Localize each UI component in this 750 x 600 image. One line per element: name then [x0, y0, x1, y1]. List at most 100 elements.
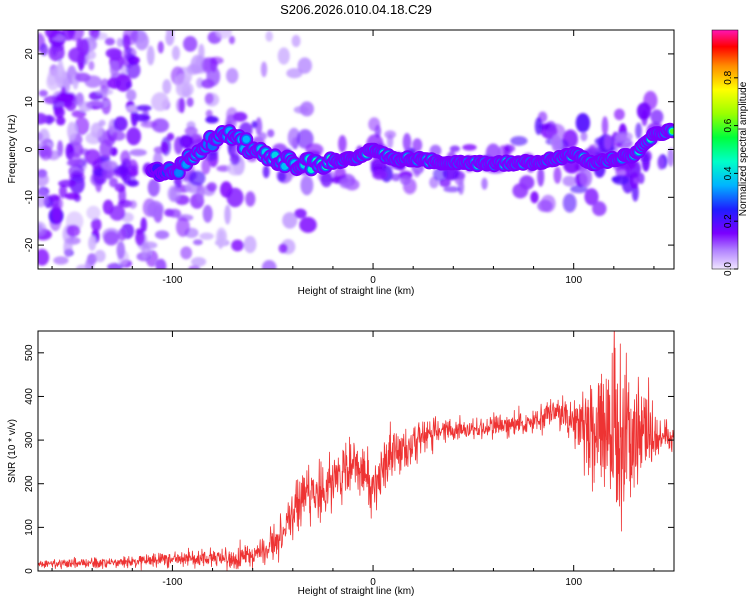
spectrogram-cell: [136, 104, 152, 112]
spectrogram-cell: [169, 187, 177, 202]
figure-title: S206.2026.010.04.18.C29: [280, 2, 432, 17]
spectrogram-cell: [78, 101, 93, 112]
spectrogram-cell: [291, 34, 301, 48]
spectrogram-cell: [40, 43, 48, 56]
spectrogram-cell: [109, 205, 126, 221]
spectrogram-cell: [204, 92, 214, 104]
y-tick-label: 500: [24, 344, 35, 361]
spectrogram-cell: [635, 122, 642, 139]
spectrogram-cells: [38, 30, 674, 269]
spectrogram-cell: [141, 241, 158, 249]
spectrogram-cell: [601, 116, 609, 136]
spectrogram-cell: [413, 169, 420, 178]
spectrogram-cell: [63, 237, 73, 258]
y-tick-label: 0: [24, 146, 35, 152]
spectrogram-cell: [251, 120, 258, 129]
spectrogram-cell: [299, 216, 317, 233]
y-tick-label: 300: [24, 431, 35, 448]
spectrogram-cell: [191, 257, 207, 267]
spectrogram-cell: [202, 204, 213, 223]
spectrogram-cell: [612, 175, 629, 185]
spectrogram-cell: [116, 241, 126, 260]
spectrogram-cell: [287, 127, 301, 148]
spectrogram-cell: [151, 118, 170, 133]
spectrogram-cell: [127, 179, 139, 187]
spectrogram-cell: [160, 141, 168, 154]
snr-series-line: [38, 331, 674, 571]
spectrogram-cell: [104, 37, 115, 46]
spectrogram-cell: [190, 54, 205, 74]
spectrogram-cell: [260, 61, 268, 78]
spectrogram-cell: [88, 60, 95, 71]
spectrogram-cell: [146, 45, 155, 66]
spectrogram-cell: [126, 89, 137, 101]
spectrogram-cell: [38, 248, 50, 266]
spectrogram-cell: [91, 218, 102, 232]
spectrogram-cell: [171, 45, 181, 61]
spectrogram-cell: [68, 164, 85, 179]
spectrogram-cell: [180, 246, 193, 260]
spectrogram-cell: [226, 67, 239, 84]
spectrogram-cell: [157, 41, 164, 54]
colorbar-tick-label: 0.6: [723, 118, 734, 132]
spectrogram-cell: [56, 116, 66, 126]
spectrogram-cell: [134, 32, 149, 51]
spectrogram-cell: [547, 123, 566, 141]
spectrogram-cell: [107, 262, 124, 269]
y-tick-label: 10: [24, 96, 35, 108]
spectrogram-cell: [245, 191, 256, 207]
spectrogram-cell: [205, 116, 219, 124]
spectrogram-x-axis-label: Height of straight line (km): [298, 286, 415, 297]
spectrogram-cell: [101, 160, 118, 171]
spectrogram-cell: [262, 165, 270, 179]
spectrogram-cell: [481, 177, 488, 190]
spectrogram-cell: [391, 173, 401, 182]
spectrogram-cell: [206, 182, 217, 192]
spectrogram-cell: [510, 136, 528, 146]
spectrogram-cell: [320, 171, 333, 188]
spectrogram-cell: [125, 53, 135, 62]
colorbar-tick-label: 0.2: [723, 214, 734, 228]
spectrogram-cell: [113, 116, 128, 132]
spectrogram-cell: [48, 194, 61, 201]
x-tick-label: 100: [565, 577, 582, 588]
spectrogram-cell: [205, 109, 213, 118]
spectrogram-cell: [584, 188, 599, 206]
spectrogram-cell: [57, 59, 64, 78]
spectrogram-cell: [562, 175, 577, 187]
spectrogram-cell: [519, 175, 535, 190]
spectrogram-cell: [201, 78, 215, 89]
spectrogram-cell: [162, 79, 172, 95]
spectrogram-cell: [443, 186, 461, 193]
spectrogram-cell: [74, 117, 90, 135]
spectrogram-cell: [68, 152, 81, 167]
colorbar-tick-label: 0.8: [723, 70, 734, 84]
spectrogram-cell: [530, 191, 539, 204]
spectrogram-cell: [201, 158, 211, 175]
snr-panel: -100 0 100 0 100 200 300 400 500 Height of stra…: [7, 330, 675, 597]
spectrogram-cell: [125, 81, 133, 89]
spectrogram-cell: [68, 47, 86, 63]
spectrogram-cell: [184, 126, 198, 136]
spectrogram-cell: [105, 48, 123, 59]
spectrogram-cell: [38, 224, 43, 233]
spectrogram-cell: [551, 134, 562, 152]
spectrogram-cell: [338, 135, 347, 153]
spectrogram-cell: [294, 208, 307, 219]
spectrogram-cell: [166, 132, 175, 141]
spectrogram-cell: [188, 170, 206, 186]
y-tick-label: 20: [24, 48, 35, 60]
spectrogram-cell: [38, 189, 48, 208]
x-tick-label: -100: [162, 275, 182, 286]
spectrogram-cell: [174, 73, 190, 92]
spectrogram-cell: [90, 30, 100, 39]
ridge-point: [283, 164, 287, 168]
spectrogram-cell: [227, 161, 244, 176]
y-tick-label: -10: [24, 190, 35, 205]
spectrogram-cell: [215, 227, 227, 248]
spectrogram-cell: [619, 131, 633, 142]
spectrogram-cell: [300, 175, 314, 196]
spectrogram-cell: [199, 232, 214, 240]
spectrogram-cell: [147, 178, 160, 197]
spectrogram-cell: [99, 139, 113, 158]
